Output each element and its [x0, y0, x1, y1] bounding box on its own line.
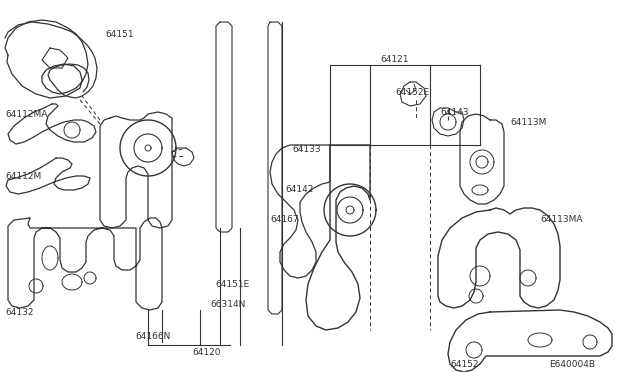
Text: 64112M: 64112M [5, 172, 41, 181]
Text: 64132: 64132 [5, 308, 33, 317]
Text: 64152E: 64152E [395, 88, 429, 97]
Text: 64142: 64142 [285, 185, 314, 194]
Text: 64152: 64152 [450, 360, 479, 369]
Text: 64151E: 64151E [215, 280, 249, 289]
Text: 66314N: 66314N [210, 300, 245, 309]
Text: 64166N: 64166N [135, 332, 170, 341]
Text: 64167: 64167 [270, 215, 299, 224]
Text: 64112MA: 64112MA [5, 110, 47, 119]
Text: 64121: 64121 [380, 55, 408, 64]
Text: 64151: 64151 [105, 30, 134, 39]
Text: 64143: 64143 [440, 108, 468, 117]
Text: 64133: 64133 [292, 145, 321, 154]
Text: 64113M: 64113M [510, 118, 547, 127]
Text: E640004B: E640004B [549, 360, 595, 369]
Text: 64113MA: 64113MA [540, 215, 582, 224]
Text: 64120: 64120 [192, 348, 221, 357]
